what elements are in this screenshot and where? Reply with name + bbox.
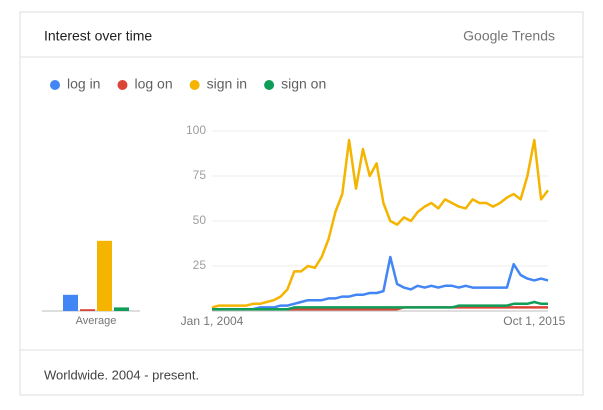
average-bar bbox=[114, 307, 129, 311]
legend-marker bbox=[50, 80, 60, 90]
series-line bbox=[212, 300, 548, 311]
legend-label: sign on bbox=[281, 76, 326, 92]
legend-label: log in bbox=[67, 76, 100, 92]
average-bar bbox=[63, 294, 78, 311]
brand: Google Trends bbox=[463, 28, 555, 44]
legend-label: sign in bbox=[207, 76, 247, 92]
x-tick-label: Oct 1, 2015 bbox=[503, 314, 565, 328]
category-label: Average bbox=[76, 315, 117, 327]
series-line bbox=[211, 138, 549, 309]
y-tick-label: 100 bbox=[186, 123, 206, 137]
y-tick-label: 25 bbox=[193, 258, 207, 272]
title: Interest over time bbox=[44, 28, 152, 44]
series-line bbox=[212, 255, 549, 311]
average-bar bbox=[97, 240, 112, 311]
legend-label: log on bbox=[134, 76, 172, 92]
x-tick-label: Jan 1, 2004 bbox=[181, 314, 244, 328]
average-bar bbox=[80, 309, 95, 311]
footer-text: Worldwide. 2004 - present. bbox=[44, 367, 199, 382]
y-tick-label: 50 bbox=[193, 213, 207, 227]
legend-marker bbox=[117, 80, 128, 90]
legend-marker bbox=[189, 80, 200, 90]
legend-marker bbox=[264, 80, 275, 90]
y-tick-label: 75 bbox=[193, 168, 207, 182]
